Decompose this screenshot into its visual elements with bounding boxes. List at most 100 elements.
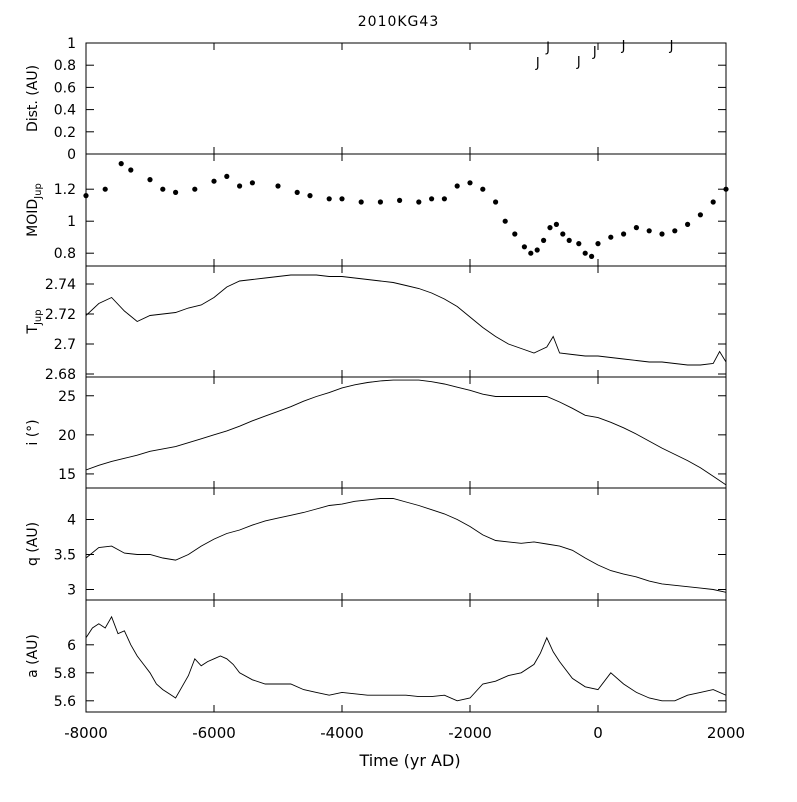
panel-incl: 15 20 25 i (°) — [25, 376, 727, 488]
y-axis-label-subscript: Jup — [33, 183, 44, 200]
x-tick-label: -8000 — [64, 724, 108, 742]
data-point — [685, 221, 691, 227]
y-axis-label: a (AU) — [25, 634, 41, 678]
data-point — [102, 186, 108, 192]
x-tick-label: -4000 — [320, 724, 364, 742]
panel-a: 5.6 5.8 6 a (AU) — [25, 599, 727, 712]
y-axis-label-subscript: Jup — [33, 309, 44, 326]
y-tick-label: 2.7 — [54, 337, 76, 353]
y-tick-label: 6 — [67, 638, 76, 654]
y-axis-label-text: T — [25, 325, 41, 335]
y-tick-label: 2.68 — [45, 367, 76, 383]
marker-j: J — [592, 45, 597, 60]
y-axis-label: i (°) — [25, 419, 41, 445]
data-point — [147, 177, 153, 183]
data-point — [377, 199, 383, 205]
data-point — [566, 237, 572, 243]
data-point — [160, 186, 166, 192]
data-point — [275, 183, 281, 189]
data-point — [560, 231, 566, 237]
data-point — [710, 199, 716, 205]
data-point — [502, 218, 508, 224]
data-point — [493, 199, 499, 205]
y-tick-label: 15 — [58, 467, 76, 483]
data-point — [249, 180, 255, 186]
data-point — [307, 193, 313, 199]
data-point — [224, 173, 230, 179]
y-tick-label: 0 — [67, 147, 76, 163]
marker-j: J — [669, 39, 674, 54]
marker-j: J — [621, 39, 626, 54]
panel-q: 3 3.5 4 q (AU) — [25, 487, 727, 600]
data-point — [397, 197, 403, 203]
series-line-a — [86, 615, 726, 702]
series-line-tjup — [86, 274, 726, 366]
y-tick-label: 1.2 — [54, 182, 76, 198]
data-point — [608, 234, 614, 240]
y-tick-label: 1 — [67, 36, 76, 52]
data-point — [723, 186, 729, 192]
data-point — [541, 237, 547, 243]
data-point — [553, 221, 560, 227]
data-point — [294, 189, 300, 195]
data-point — [576, 241, 582, 247]
data-point — [358, 199, 364, 205]
data-point — [534, 247, 540, 253]
data-point — [528, 250, 534, 256]
y-tick-label: 0.2 — [54, 125, 76, 141]
y-tick-label: 20 — [58, 428, 76, 444]
y-axis-label-text: i (°) — [25, 419, 41, 445]
y-tick-label: 5.6 — [54, 694, 76, 710]
data-point — [582, 250, 588, 256]
y-tick-label: 0.8 — [54, 58, 76, 74]
data-point — [118, 161, 124, 167]
data-point — [672, 228, 678, 234]
marker-j: J — [535, 56, 540, 71]
chart-title: 2010KG43 — [357, 14, 440, 30]
data-point — [547, 225, 553, 231]
data-point — [512, 231, 518, 237]
y-axis-label: q (AU) — [25, 522, 41, 566]
data-point — [429, 196, 435, 202]
data-point — [173, 189, 179, 195]
data-point — [480, 186, 486, 192]
y-tick-label: 3 — [67, 583, 76, 599]
data-point — [192, 186, 198, 192]
y-axis-label-text: Dist. (AU) — [25, 65, 41, 132]
data-point — [589, 253, 595, 259]
y-tick-label: 2.72 — [45, 307, 76, 323]
data-point — [211, 178, 217, 184]
y-axis-label: Dist. (AU) — [25, 65, 41, 132]
data-point — [697, 212, 704, 218]
data-point — [659, 231, 665, 237]
data-point — [83, 193, 89, 199]
x-axis-label: Time (yr AD) — [359, 751, 461, 770]
y-axis-label-text: q (AU) — [25, 522, 41, 566]
data-point — [441, 196, 447, 202]
data-point — [454, 183, 460, 189]
series-line-q — [86, 498, 726, 593]
y-axis-label: TJup — [25, 309, 44, 334]
y-tick-label: 25 — [58, 389, 76, 405]
data-point — [128, 167, 134, 173]
panel-moid: 0.8 1 1.2 MOIDJup — [25, 153, 729, 266]
y-tick-label: 3.5 — [54, 548, 76, 564]
x-tick-label: -6000 — [192, 724, 236, 742]
data-point — [467, 180, 473, 186]
y-tick-label: 0.4 — [54, 103, 76, 119]
series-line-incl — [86, 379, 726, 486]
y-tick-label: 0.8 — [54, 246, 76, 262]
marker-j: J — [545, 40, 550, 55]
x-tick-label: 2000 — [707, 724, 745, 742]
y-tick-label: 2.74 — [45, 277, 76, 293]
y-tick-label: 5.8 — [54, 666, 76, 682]
x-tick-label: -2000 — [448, 724, 492, 742]
data-point — [416, 199, 422, 205]
y-tick-label: 4 — [67, 513, 76, 529]
y-axis-label: MOIDJup — [25, 183, 44, 237]
data-point — [633, 225, 640, 231]
y-axis-label-text: a (AU) — [25, 634, 41, 678]
